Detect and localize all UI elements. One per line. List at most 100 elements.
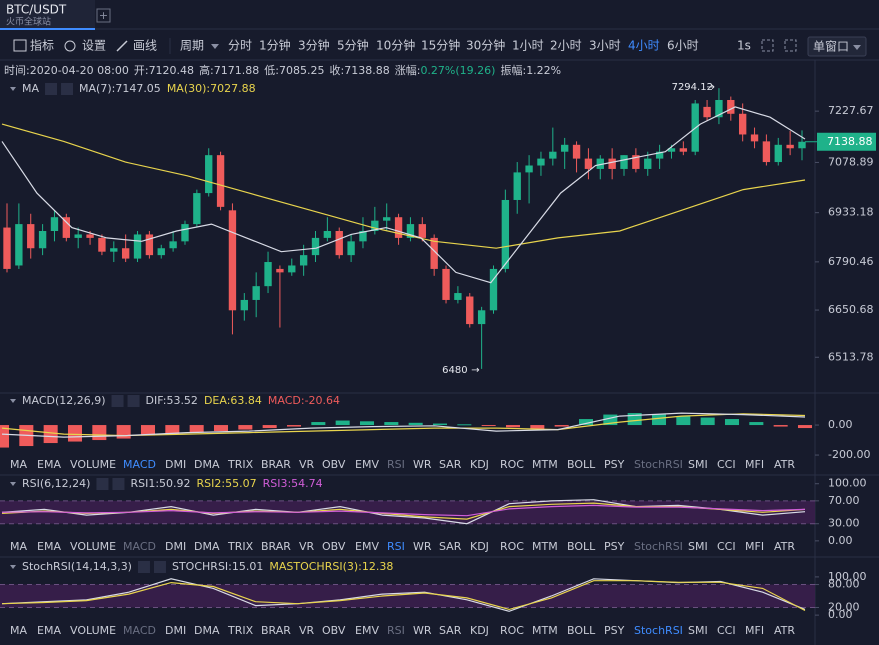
window-select[interactable] — [807, 36, 867, 57]
speed[interactable]: 1s — [737, 39, 751, 53]
indicator-tab[interactable]: MACD — [123, 624, 156, 637]
indicator-tab[interactable]: MA — [10, 540, 27, 553]
indicator-tab[interactable]: OBV — [322, 458, 346, 471]
indicator-tab[interactable]: StochRSI — [634, 624, 683, 637]
indicator-tab[interactable]: ATR — [774, 624, 795, 637]
indicator-tab[interactable]: EMA — [37, 458, 61, 471]
period-option[interactable]: 5分钟 — [337, 38, 369, 53]
legend-settings[interactable] — [137, 561, 150, 573]
period-option[interactable]: 1分钟 — [259, 38, 291, 53]
indicator-tab[interactable]: SAR — [439, 540, 462, 553]
indicator-tab[interactable]: TRIX — [227, 540, 254, 553]
tab[interactable] — [0, 0, 95, 29]
indicator-tab[interactable]: PSY — [604, 624, 625, 637]
indicator-tab[interactable]: SMI — [688, 624, 708, 637]
indicator-tab[interactable]: EMA — [37, 540, 61, 553]
indicator-tab[interactable]: OBV — [322, 624, 346, 637]
indicator-tab[interactable]: TRIX — [227, 458, 254, 471]
indicator-tab[interactable]: SMI — [688, 458, 708, 471]
indicator-tab[interactable]: EMA — [37, 624, 61, 637]
indicator-tab[interactable]: StochRSI — [634, 540, 683, 553]
indicator-tab[interactable]: ROC — [500, 624, 524, 637]
indicator-tab[interactable]: VOLUME — [70, 458, 116, 471]
indicator-tab[interactable]: CCI — [717, 458, 736, 471]
indicator-tab[interactable]: SAR — [439, 624, 462, 637]
indicator-tab[interactable]: ATR — [774, 458, 795, 471]
fullscreen-icon[interactable] — [761, 39, 774, 52]
indicator-tab[interactable]: MTM — [532, 624, 558, 637]
indicator-tab[interactable]: SAR — [439, 458, 462, 471]
period-option[interactable]: 1小时 — [512, 39, 544, 53]
legend-settings[interactable] — [45, 83, 58, 95]
legend-settings[interactable] — [96, 478, 109, 490]
period-option[interactable]: 3小时 — [589, 39, 621, 53]
period-option[interactable]: 2小时 — [550, 39, 582, 53]
period-option[interactable]: 30分钟 — [466, 38, 505, 53]
indicator-tab[interactable]: DMA — [194, 458, 220, 471]
indicator-tab[interactable]: WR — [413, 458, 432, 471]
indicator-tab[interactable]: BOLL — [567, 458, 596, 471]
indicator-tab[interactable]: RSI — [387, 458, 405, 471]
settings-button[interactable]: 设置 — [82, 39, 106, 53]
indicator-tab[interactable]: StochRSI — [634, 458, 683, 471]
legend-close[interactable] — [153, 561, 166, 573]
period-option[interactable]: 10分钟 — [376, 38, 415, 53]
indicator-tab[interactable]: TRIX — [227, 624, 254, 637]
indicator-tab[interactable]: RSI — [387, 624, 405, 637]
indicator-tab[interactable]: EMV — [355, 540, 379, 553]
draw-button[interactable]: 画线 — [133, 39, 157, 53]
indicator-tab[interactable]: KDJ — [470, 540, 489, 553]
indicator-tab[interactable]: WR — [413, 624, 432, 637]
indicator-tab[interactable]: ROC — [500, 540, 524, 553]
indicator-tab[interactable]: EMV — [355, 624, 379, 637]
indicator-tab[interactable]: DMI — [165, 540, 186, 553]
indicator-tab[interactable]: MACD — [123, 540, 156, 553]
indicator-tab[interactable]: ROC — [500, 458, 524, 471]
legend-close[interactable] — [61, 83, 74, 95]
indicator-tab[interactable]: KDJ — [470, 458, 489, 471]
period-option[interactable]: 4小时 — [628, 39, 660, 53]
indicator-tab[interactable]: CCI — [717, 540, 736, 553]
indicator-tab[interactable]: MTM — [532, 458, 558, 471]
indicator-tab[interactable]: VOLUME — [70, 624, 116, 637]
indicator-tab[interactable]: WR — [413, 540, 432, 553]
indicator-tab[interactable]: ATR — [774, 540, 795, 553]
indicator-tab[interactable]: MFI — [745, 624, 764, 637]
indicator-tab[interactable]: SMI — [688, 540, 708, 553]
period-option[interactable]: 分时 — [228, 39, 252, 53]
indicator-tab[interactable]: DMA — [194, 540, 220, 553]
period-option[interactable]: 3分钟 — [298, 38, 330, 53]
indicator-tab[interactable]: PSY — [604, 540, 625, 553]
period-menu[interactable]: 周期 — [180, 39, 204, 53]
indicator-tab[interactable]: VR — [299, 624, 315, 637]
screenshot-icon[interactable] — [784, 39, 797, 52]
add-tab[interactable] — [96, 8, 111, 23]
indicator-tab[interactable]: BOLL — [567, 540, 596, 553]
indicator-tab[interactable]: MA — [10, 624, 27, 637]
indicator-tab[interactable]: BRAR — [261, 624, 291, 637]
indicator-tab[interactable]: BRAR — [261, 540, 291, 553]
legend-close[interactable] — [127, 395, 140, 407]
indicator-tab[interactable]: CCI — [717, 624, 736, 637]
indicator-tab[interactable]: MA — [10, 458, 27, 471]
period-option[interactable]: 6小时 — [667, 39, 699, 53]
indicator-tab[interactable]: DMI — [165, 624, 186, 637]
indicator-tab[interactable]: RSI — [387, 540, 405, 553]
indicator-tab[interactable]: DMI — [165, 458, 186, 471]
indicator-tab[interactable]: VR — [299, 540, 315, 553]
indicator-tab[interactable]: BOLL — [567, 624, 596, 637]
indicator-tab[interactable]: MFI — [745, 540, 764, 553]
indicator-tab[interactable]: EMV — [355, 458, 379, 471]
indicator-tab[interactable]: DMA — [194, 624, 220, 637]
indicator-tab[interactable]: MFI — [745, 458, 764, 471]
indicator-tab[interactable]: OBV — [322, 540, 346, 553]
indicator-tab[interactable]: VR — [299, 458, 315, 471]
legend-close[interactable] — [112, 478, 125, 490]
indicator-tab[interactable]: MACD — [123, 458, 156, 471]
legend-settings[interactable] — [111, 395, 124, 407]
indicator-tab[interactable]: VOLUME — [70, 540, 116, 553]
indicator-tab[interactable]: KDJ — [470, 624, 489, 637]
period-option[interactable]: 15分钟 — [421, 38, 460, 53]
indicator-tab[interactable]: PSY — [604, 458, 625, 471]
indicator-button[interactable]: 指标 — [30, 38, 54, 53]
